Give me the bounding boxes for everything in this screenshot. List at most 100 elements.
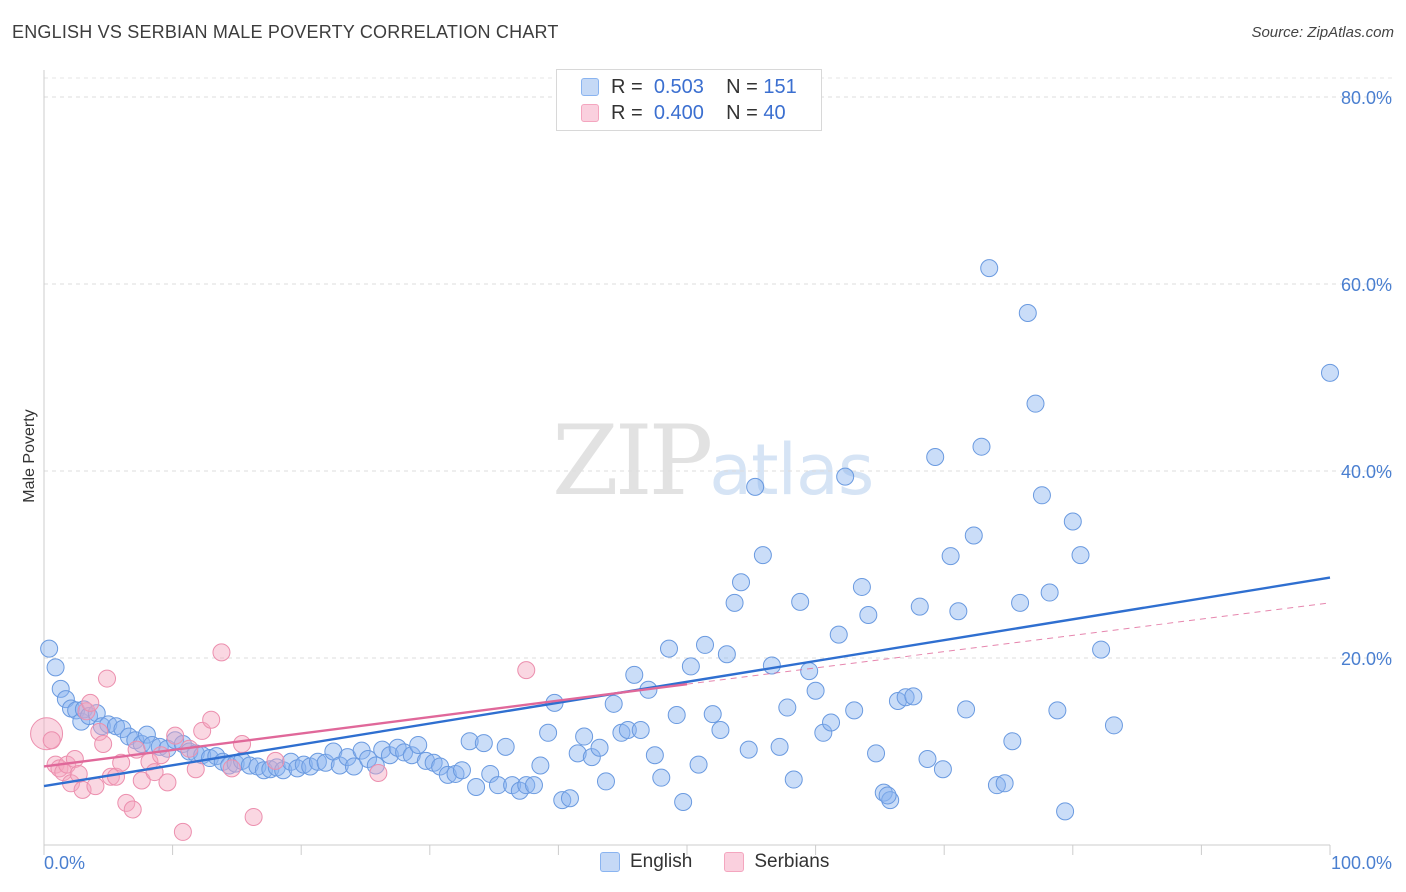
english-point [496, 737, 515, 756]
english-point [711, 720, 730, 739]
serbian-point [86, 777, 105, 796]
english-point [1321, 363, 1339, 382]
serbian-point [158, 773, 177, 792]
english-point [1026, 394, 1045, 413]
english-point [949, 602, 968, 621]
english-point [625, 665, 644, 684]
english-point [46, 658, 65, 677]
english-point [590, 738, 609, 757]
english-point [388, 738, 407, 757]
english-point [132, 735, 151, 754]
serbian-point [123, 800, 142, 819]
legend-english-label: English [630, 851, 693, 872]
english-point [703, 705, 722, 724]
x-tick-label: 100.0% [1331, 853, 1392, 873]
serbian-point [173, 822, 192, 841]
english-point [618, 720, 637, 739]
serbian-point [98, 669, 117, 688]
english-point [1071, 546, 1090, 565]
english-point [240, 756, 259, 775]
serbians-swatch [581, 104, 599, 122]
english-point [575, 727, 594, 746]
english-point [488, 776, 507, 795]
english-point [881, 791, 900, 810]
y-tick-label: 20.0% [1341, 649, 1392, 669]
serbian-point [212, 643, 231, 662]
english-point [261, 760, 280, 779]
english-point [1032, 486, 1051, 505]
source-credit: Source: ZipAtlas.com [1251, 24, 1394, 41]
serbian-point [132, 771, 151, 790]
english-point [980, 259, 999, 278]
english-point [359, 749, 378, 768]
english-point [344, 757, 363, 776]
english-point [1040, 583, 1059, 602]
english-point [1018, 303, 1037, 322]
english-point [904, 687, 923, 706]
english-swatch [581, 78, 599, 96]
english-point [800, 662, 819, 681]
english-point [604, 694, 623, 713]
english-point [137, 725, 156, 744]
english-point [933, 760, 952, 779]
english-point [822, 713, 841, 732]
english-point [995, 774, 1014, 793]
english-point [689, 755, 708, 774]
serbian-point [202, 710, 221, 729]
english-point [452, 761, 471, 780]
serbian-point [244, 807, 263, 826]
serbian-point [112, 753, 131, 772]
legend-n-label: N = [726, 101, 758, 124]
english-point [746, 477, 765, 496]
english-point [99, 715, 118, 734]
legend-n-value: 151 [763, 75, 797, 98]
english-point [667, 706, 686, 725]
english-point [294, 755, 313, 774]
watermark-zip: ZIP [552, 405, 713, 517]
watermark-atlas: atlas [709, 429, 874, 511]
english-point [739, 740, 758, 759]
legend-r-label: R = [611, 75, 643, 98]
chart-title: ENGLISH VS SERBIAN MALE POVERTY CORRELAT… [12, 22, 559, 42]
english-point [852, 577, 871, 596]
serbian-point [222, 759, 241, 778]
english-point [964, 526, 983, 545]
english-point [438, 765, 457, 784]
english-point [113, 720, 132, 739]
english-point [791, 592, 810, 611]
english-point [681, 657, 700, 676]
english-point [652, 768, 671, 787]
english-point [582, 748, 601, 767]
english-point [725, 593, 744, 612]
serbian-point [517, 661, 536, 680]
english-point [941, 547, 960, 566]
axes [43, 70, 1331, 855]
watermark: ZIPatlas [552, 405, 874, 517]
english-point [1048, 701, 1067, 720]
english-point [829, 625, 848, 644]
english-point [402, 746, 421, 765]
english-point [308, 752, 327, 771]
english-point [56, 690, 75, 709]
english-point [1003, 732, 1022, 751]
english-point [910, 597, 929, 616]
legend-r-label: R = [611, 101, 643, 124]
english-point [568, 744, 587, 763]
english-point [631, 720, 650, 739]
english-point [366, 756, 385, 775]
serbian-point [90, 722, 109, 741]
legend-item-english[interactable]: English [600, 851, 692, 873]
english-point [972, 437, 991, 456]
english-point [753, 546, 772, 565]
serbian-point [81, 693, 100, 712]
serbians-swatch [724, 852, 745, 872]
english-point [553, 791, 572, 810]
legend-item-serbians[interactable]: Serbians [724, 851, 829, 873]
serbian-trend-line [43, 682, 688, 768]
english-point [1092, 640, 1111, 659]
serbian-point [117, 793, 136, 812]
serbian-point [166, 726, 185, 745]
english-point [674, 792, 693, 811]
series-legend: English Serbians [600, 851, 861, 873]
